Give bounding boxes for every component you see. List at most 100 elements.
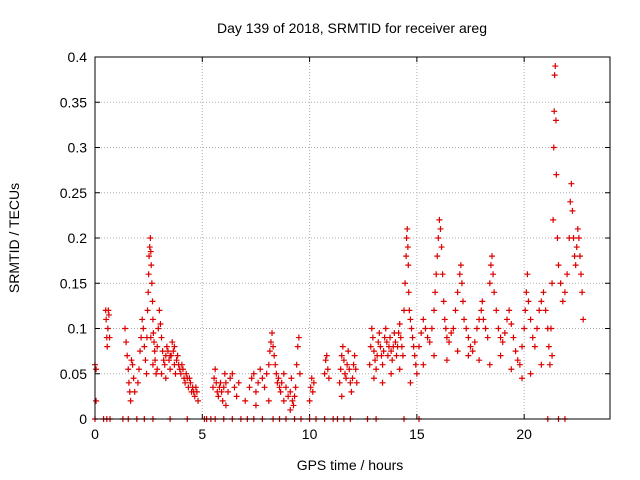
data-point (273, 370, 280, 377)
data-point (191, 393, 198, 400)
data-point (321, 370, 328, 377)
data-point (404, 225, 411, 232)
data-point (576, 253, 583, 260)
data-point (162, 375, 169, 382)
data-point (401, 307, 407, 314)
data-point (270, 343, 277, 350)
data-point (392, 339, 399, 346)
data-point (352, 366, 359, 373)
data-point (217, 379, 224, 386)
data-point (267, 339, 274, 346)
data-point (376, 330, 383, 337)
data-point (252, 388, 259, 395)
data-point (458, 280, 465, 287)
data-point (480, 316, 487, 323)
data-point (529, 334, 536, 341)
data-point (171, 343, 178, 350)
data-point (257, 366, 264, 373)
data-point (125, 379, 132, 386)
data-point (156, 307, 163, 314)
data-point (524, 271, 531, 278)
data-point (431, 307, 438, 314)
data-point (336, 379, 343, 386)
data-point (387, 334, 394, 341)
data-point (564, 271, 571, 278)
data-point (157, 320, 164, 327)
data-point (285, 393, 292, 400)
data-point (349, 375, 356, 382)
data-point (568, 180, 575, 187)
y-tick-label: 0.4 (68, 49, 88, 65)
data-point (131, 388, 138, 395)
data-point (396, 366, 403, 373)
data-point (410, 343, 417, 350)
data-point (497, 352, 504, 359)
data-point (292, 384, 299, 391)
data-point (129, 361, 136, 368)
data-point (322, 357, 329, 364)
data-point (145, 289, 152, 296)
data-point (388, 348, 395, 355)
data-point (138, 334, 145, 341)
data-point (493, 307, 500, 314)
data-point (551, 72, 558, 79)
data-point (367, 343, 374, 350)
data-point (219, 397, 226, 404)
data-point (491, 289, 498, 296)
data-point (93, 366, 100, 373)
data-point (255, 379, 262, 386)
data-point (221, 370, 228, 377)
y-tick-label: 0.15 (60, 275, 87, 291)
data-point (159, 348, 166, 355)
data-point (552, 63, 559, 70)
data-point (265, 397, 272, 404)
data-point (170, 348, 177, 355)
data-point (422, 325, 429, 332)
data-point (179, 366, 186, 373)
data-point (495, 325, 502, 332)
data-point (519, 343, 526, 350)
data-point (145, 271, 152, 278)
data-point (512, 348, 519, 355)
data-point (124, 352, 131, 359)
data-point (443, 334, 450, 341)
data-point (550, 216, 557, 223)
data-point (432, 289, 439, 296)
data-point (250, 370, 257, 377)
data-point (514, 357, 521, 364)
data-point (454, 289, 461, 296)
data-point (266, 348, 273, 355)
data-point (573, 244, 580, 251)
data-point (343, 375, 350, 382)
data-point (553, 171, 560, 178)
data-point (147, 334, 154, 341)
data-point (141, 343, 148, 350)
data-point (149, 298, 156, 305)
data-point (403, 235, 410, 241)
data-point (478, 307, 485, 314)
data-point (215, 393, 222, 400)
data-point (295, 334, 302, 341)
data-point (388, 370, 395, 377)
data-point (347, 379, 354, 386)
data-point (384, 352, 391, 359)
data-point (420, 361, 427, 368)
data-point (158, 370, 165, 377)
data-point (450, 325, 457, 332)
data-point (373, 366, 380, 373)
data-point (163, 343, 170, 350)
data-point (405, 289, 412, 296)
data-point (554, 235, 561, 241)
data-point (346, 366, 353, 373)
data-point (105, 307, 112, 314)
data-point (460, 298, 467, 305)
plot-frame (94, 56, 611, 420)
y-tick-label: 0.3 (68, 140, 88, 156)
data-point (547, 325, 554, 332)
data-point (463, 325, 470, 332)
data-point (338, 352, 345, 359)
data-point (144, 307, 151, 314)
data-point (579, 289, 586, 296)
y-tick-labels: 0 0.05 0.1 0.15 0.2 0.25 0.3 0.35 0.4 (60, 49, 87, 427)
